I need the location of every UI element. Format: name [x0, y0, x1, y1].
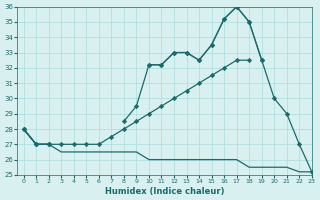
X-axis label: Humidex (Indice chaleur): Humidex (Indice chaleur)	[105, 187, 224, 196]
